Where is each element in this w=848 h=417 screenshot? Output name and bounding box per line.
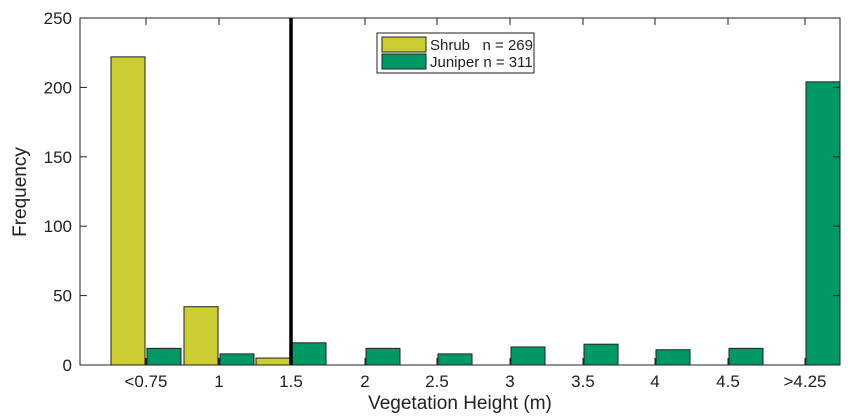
y-tick-label: 50 [53, 287, 72, 306]
bar-juniper-5 [510, 346, 546, 366]
plot-frame [79, 17, 841, 366]
axes-layer [79, 17, 841, 366]
bar-juniper-0 [146, 347, 182, 366]
legend-swatch-juniper [381, 53, 427, 70]
x-tick-label: 2.5 [425, 372, 449, 391]
y-tick-label: 100 [44, 217, 72, 236]
legend-swatch-shrub [381, 36, 427, 53]
bar-juniper-1 [219, 353, 255, 366]
bar-shrub-1 [183, 306, 219, 366]
x-tick-label: >4.25 [783, 372, 826, 391]
x-tick-label: 3.5 [571, 372, 595, 391]
bars-layer [110, 56, 841, 366]
legend: Shrub n = 269 Juniper n = 311 [376, 32, 535, 74]
x-axis-title: Vegetation Height (m) [368, 393, 552, 414]
bar-shrub-2 [255, 357, 291, 366]
y-tick-label: 200 [44, 78, 72, 97]
bar-shrub-0 [110, 56, 146, 366]
x-tick-label: 3 [505, 372, 514, 391]
ticks-layer: 0 50 100 150 200 250 <0.75 1 1.5 2 2.5 3 3.5 4 4.5 >4.2… [44, 9, 840, 391]
bar-juniper-6 [583, 343, 619, 366]
bar-juniper-9 [805, 81, 841, 366]
bar-juniper-7 [655, 349, 691, 366]
x-tick-label: 4.5 [716, 372, 740, 391]
y-axis-title: Frequency [10, 147, 31, 237]
legend-label-juniper: Juniper n = 311 [430, 54, 533, 71]
legend-label-shrub: Shrub n = 269 [430, 37, 533, 54]
x-tick-label: 1 [214, 372, 223, 391]
y-tick-label: 150 [44, 148, 72, 167]
y-tick-label: 250 [44, 9, 72, 28]
x-tick-label: 1.5 [279, 372, 303, 391]
bar-juniper-2 [291, 342, 327, 366]
x-tick-label: 4 [650, 372, 659, 391]
bar-juniper-3 [365, 347, 401, 366]
x-tick-label: 2 [360, 372, 369, 391]
y-tick-label: 0 [63, 356, 72, 375]
x-tick-label: <0.75 [124, 372, 167, 391]
bar-juniper-8 [728, 347, 764, 366]
bar-juniper-4 [437, 353, 473, 366]
